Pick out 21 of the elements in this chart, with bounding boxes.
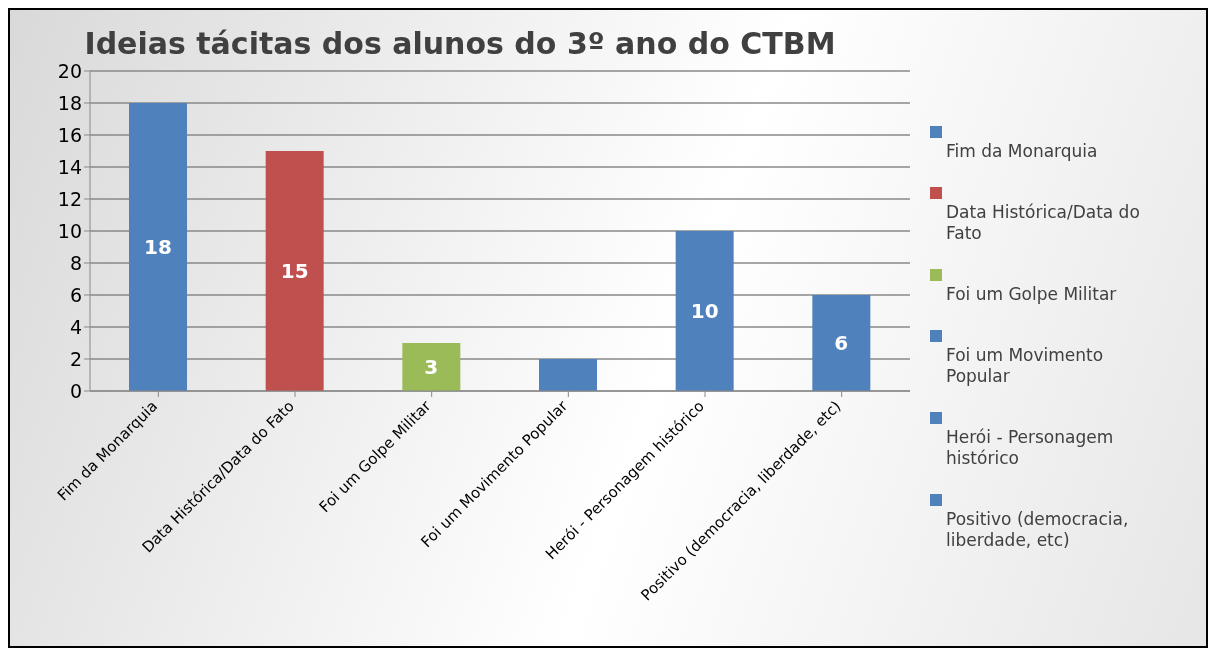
data-label: 15 — [280, 259, 309, 284]
y-tick-label: 10 — [57, 219, 82, 242]
data-label: 6 — [834, 331, 849, 356]
y-tick-label: 4 — [69, 315, 82, 338]
legend-label: Foi um Movimento Popular — [946, 344, 1105, 388]
data-label: 3 — [424, 355, 439, 380]
data-label: 18 — [144, 235, 172, 260]
y-tick-label: 16 — [57, 123, 82, 146]
legend-label: Data Histórica/Data do Fato — [946, 201, 1141, 245]
y-tick-label: 6 — [69, 283, 82, 306]
y-tick-label: 2 — [69, 347, 82, 370]
y-tick-label: 18 — [57, 91, 82, 114]
legend-label: Fim da Monarquia — [946, 140, 1099, 163]
y-tick-label: 14 — [57, 155, 82, 178]
y-tick-label: 0 — [69, 379, 82, 402]
data-label: 10 — [690, 299, 719, 324]
y-tick-label: 8 — [69, 251, 82, 274]
legend-label: Foi um Golpe Militar — [946, 283, 1118, 306]
chart-title: Ideias tácitas dos alunos do 3º ano do CTBM — [83, 25, 837, 61]
y-tick-label: 20 — [57, 59, 82, 82]
y-tick-label: 12 — [57, 187, 82, 210]
